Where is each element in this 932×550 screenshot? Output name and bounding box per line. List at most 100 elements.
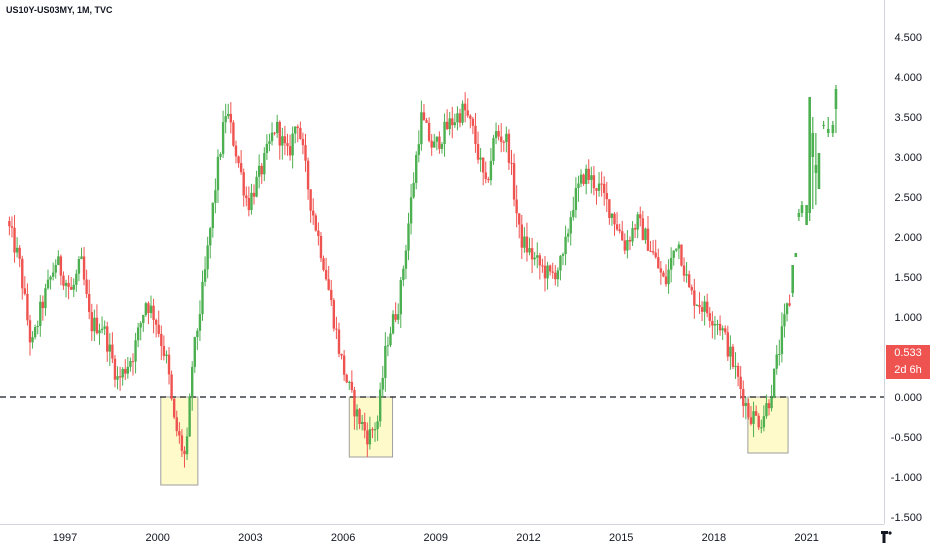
candle-body [564,236,567,255]
candle-body [577,183,580,188]
candle-body [636,214,639,230]
candle-body [448,118,451,130]
candle-body [273,132,276,134]
candle-body [587,168,590,180]
candle-body [214,190,217,203]
candle-body [693,290,696,306]
candle-body [340,353,343,356]
candle-body [219,154,222,157]
candle-body [291,133,294,156]
candle-body [299,127,302,139]
candle-body [69,287,73,290]
candle-body [209,228,212,246]
candle-body [327,279,330,290]
candle-body [530,248,534,260]
y-tick-label: -1.000 [891,472,922,484]
candle-body [46,279,50,289]
candle-body [615,224,619,230]
candle-body [8,221,11,227]
candle-body [548,265,552,272]
candle-body [319,235,323,259]
candle-body [808,97,811,213]
candle-body [250,192,253,211]
candle-body [536,255,539,258]
candle-body [350,381,354,391]
candle-body [569,217,572,234]
candle-body [765,403,768,417]
candle-body [196,330,199,338]
candle-body [345,374,348,383]
candle-body [700,307,704,312]
candle-body [724,328,727,333]
candle-body [510,162,513,164]
candle-body [21,258,24,289]
candle-body [72,284,75,290]
candle-body [687,274,691,288]
candle-body [31,337,34,343]
candle-body [430,140,433,148]
candle-body [152,305,155,320]
candle-body [597,183,601,191]
candle-body [265,143,269,154]
candle-body [142,314,145,324]
candle-body [314,215,318,231]
candle-body [489,160,493,181]
candle-body [304,145,307,161]
candle-body [134,340,137,362]
candle-body [106,326,109,352]
candle-body [628,239,632,242]
candle-body [757,415,760,428]
candle-body [471,118,475,126]
candle-body [36,325,39,328]
candle-body [453,122,457,126]
candle-body [397,314,400,320]
candle-body [324,269,328,280]
candle-body [826,129,830,133]
candle-body [592,175,596,189]
candle-body [82,256,86,280]
candle-body [731,346,735,367]
candle-body [662,272,665,277]
candle-body [834,89,838,109]
candle-body [505,133,508,143]
candle-body [62,275,65,286]
candle-body [275,121,279,134]
time-axis[interactable]: 1997 2000 2003 2006 2009 2012 2015 2018 2021 [53,532,819,544]
candle-body [111,344,114,359]
candle-body [682,265,686,276]
candle-body [538,255,542,266]
candle-body [198,314,202,331]
highlight-box [348,396,394,458]
candle-body [487,179,490,181]
candle-body [131,361,135,363]
candle-body [739,376,742,389]
candle-body [242,172,245,196]
candle-body [492,138,495,161]
candle-body [59,256,63,276]
price-axis[interactable]: 4.500 4.000 3.500 3.000 2.500 2.000 1.500 1.000… [891,32,922,524]
candle-body [760,427,763,429]
candle-body [409,197,413,224]
candle-body [384,345,387,378]
candle-body [729,346,732,357]
candle-body [754,411,758,416]
candle-body [621,231,624,241]
candle-body [785,303,789,315]
candle-body [188,397,191,437]
candle-body [644,228,647,240]
candle-body [613,213,616,225]
candle-body [456,113,459,123]
candle-body [360,422,364,424]
candle-body [157,324,160,334]
candle-body [541,265,544,267]
candle-body [136,327,140,341]
candle-body [657,257,660,269]
candle-body [283,136,287,144]
candle-body [355,409,359,417]
candle-body [373,429,377,431]
candle-body [435,136,439,142]
candle-body [420,112,423,145]
candle-body [466,110,469,116]
